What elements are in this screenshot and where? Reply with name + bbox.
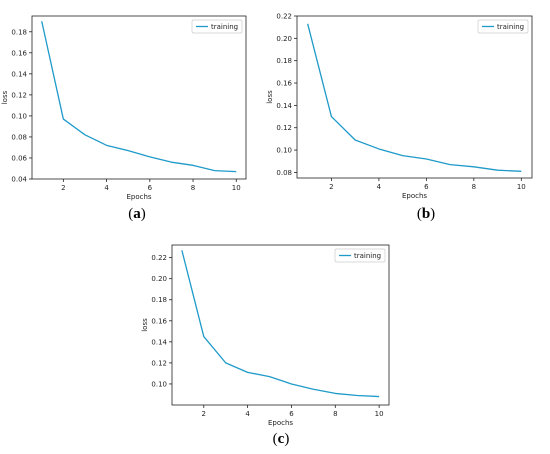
series-line-training [307,23,522,172]
legend-label: training [354,252,381,260]
legend-box [334,248,386,263]
y-tick-label: 0.16 [276,80,292,88]
panel-caption: (a) [128,206,146,222]
chart-panel-b: 2 4 6 8 10 0.08 0.10 0.12 0.14 0.16 0.18 0.20 0.22 Ep… [266,13,533,222]
x-tick-label: 4 [245,410,250,418]
y-tick-label: 0.18 [11,28,27,36]
y-tick-label: 0.12 [11,91,27,99]
y-tick-label: 0.22 [276,13,292,21]
legend-label: training [497,23,524,31]
x-tick-label: 10 [232,184,241,192]
x-tick-label: 8 [191,184,195,192]
y-tick-label: 0.10 [276,147,292,155]
x-tick-label: 8 [472,183,476,191]
y-tick-label: 0.18 [276,57,292,65]
x-axis-label: Epochs [126,193,151,201]
y-tick-label: 0.18 [151,296,167,304]
y-tick-label: 0.14 [11,70,27,78]
y-tick-label: 0.20 [151,275,167,283]
y-tick-label: 0.12 [151,359,167,367]
chart-panel-c: 2 4 6 8 10 0.10 0.12 0.14 0.16 0.18 0.20 0.22 Epochs… [141,244,390,447]
y-axis-label: loss [266,90,274,104]
plot-frame [31,15,247,180]
x-tick-label: 8 [333,410,337,418]
series-line-training [181,250,380,398]
y-tick-label: 0.20 [276,35,292,43]
legend: training [191,19,243,34]
x-axis-label: Epochs [268,419,293,427]
plot-frame [296,15,533,179]
y-tick-label: 0.10 [151,380,167,388]
x-tick-label: 2 [329,183,333,191]
x-axis-label: Epochs [402,192,427,200]
legend: training [477,19,529,34]
y-tick-label: 0.22 [151,254,167,262]
x-tick-label: 2 [61,184,65,192]
x-tick-label: 6 [424,183,429,191]
y-tick-label: 0.16 [11,49,27,57]
y-tick-label: 0.16 [151,317,167,325]
y-tick-label: 0.12 [276,124,292,132]
y-tick-label: 0.08 [276,169,292,177]
y-tick-label: 0.06 [11,154,27,162]
x-tick-label: 10 [517,183,526,191]
y-axis-label: loss [141,318,149,332]
legend-box [191,19,243,34]
legend: training [334,248,386,263]
y-tick-label: 0.08 [11,133,27,141]
plot-frame [171,244,390,406]
panel-caption: (b) [417,206,435,222]
x-tick-label: 2 [202,410,206,418]
y-tick-label: 0.04 [11,176,27,184]
chart-panel-a: 2 4 6 8 10 0.04 0.06 0.08 0.10 0.12 0.14 0.16 0.18 Ep… [1,15,247,222]
legend-label: training [211,23,238,31]
x-tick-label: 6 [289,410,294,418]
x-tick-label: 6 [148,184,153,192]
y-tick-label: 0.14 [276,102,292,110]
panel-caption: (c) [273,431,290,447]
y-tick-label: 0.10 [11,112,27,120]
y-axis-label: loss [1,90,9,104]
x-tick-label: 4 [104,184,109,192]
x-tick-label: 10 [375,410,384,418]
y-tick-label: 0.14 [151,338,167,346]
series-line-training [41,21,237,173]
x-tick-label: 4 [377,183,382,191]
legend-box [477,19,529,34]
